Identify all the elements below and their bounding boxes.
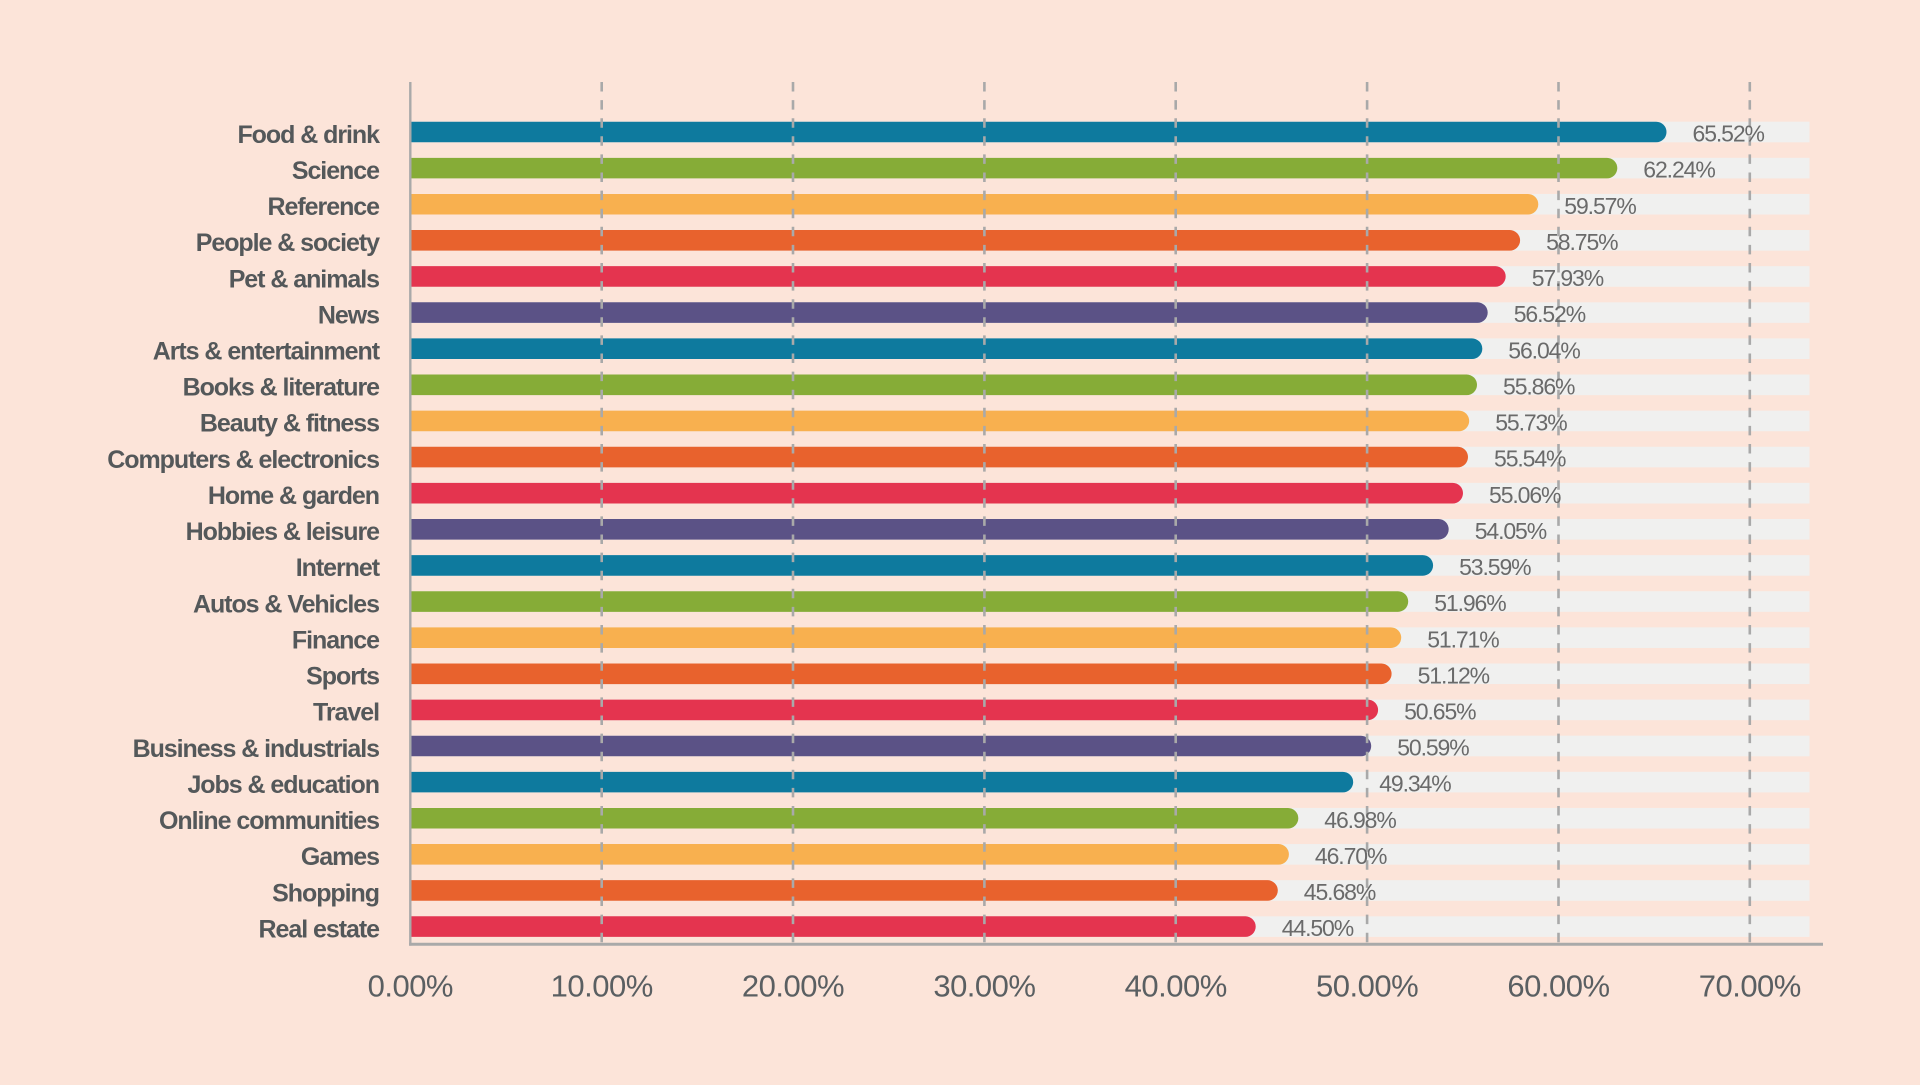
svg-text:Pet & animals: Pet & animals xyxy=(229,265,379,293)
svg-text:Online communities: Online communities xyxy=(159,807,379,835)
svg-text:46.70%: 46.70% xyxy=(1315,843,1387,869)
svg-text:People & society: People & society xyxy=(196,229,380,257)
svg-text:30.00%: 30.00% xyxy=(933,968,1035,1003)
svg-text:Arts & entertainment: Arts & entertainment xyxy=(153,338,381,366)
svg-text:Sports: Sports xyxy=(306,663,379,691)
svg-text:Business & industrials: Business & industrials xyxy=(133,735,380,763)
svg-text:55.73%: 55.73% xyxy=(1495,410,1567,436)
svg-text:51.71%: 51.71% xyxy=(1427,626,1499,652)
svg-text:News: News xyxy=(318,301,379,329)
svg-text:58.75%: 58.75% xyxy=(1546,229,1618,255)
svg-text:50.59%: 50.59% xyxy=(1397,735,1469,761)
svg-text:50.00%: 50.00% xyxy=(1316,968,1418,1003)
svg-text:56.52%: 56.52% xyxy=(1514,301,1586,327)
svg-text:Computers & electronics: Computers & electronics xyxy=(107,446,379,474)
svg-text:Shopping: Shopping xyxy=(272,879,379,907)
svg-text:Home & garden: Home & garden xyxy=(208,482,379,510)
svg-text:53.59%: 53.59% xyxy=(1459,554,1531,580)
svg-text:Internet: Internet xyxy=(296,554,381,582)
svg-text:51.96%: 51.96% xyxy=(1434,590,1506,616)
svg-text:45.68%: 45.68% xyxy=(1304,879,1376,905)
svg-text:Real estate: Real estate xyxy=(259,915,381,943)
svg-text:51.12%: 51.12% xyxy=(1418,662,1490,688)
svg-text:Reference: Reference xyxy=(268,193,381,221)
svg-text:59.57%: 59.57% xyxy=(1564,193,1636,219)
svg-text:50.65%: 50.65% xyxy=(1404,698,1476,724)
svg-text:Jobs & education: Jobs & education xyxy=(187,771,379,799)
svg-text:55.06%: 55.06% xyxy=(1489,482,1561,508)
svg-text:Finance: Finance xyxy=(292,626,380,654)
svg-text:57.93%: 57.93% xyxy=(1532,265,1604,291)
svg-text:Travel: Travel xyxy=(313,699,379,727)
svg-text:Beauty & fitness: Beauty & fitness xyxy=(200,410,379,438)
svg-text:Autos & Vehicles: Autos & Vehicles xyxy=(193,590,379,618)
svg-text:44.50%: 44.50% xyxy=(1282,915,1354,941)
svg-text:70.00%: 70.00% xyxy=(1699,968,1801,1003)
svg-text:55.54%: 55.54% xyxy=(1494,446,1566,472)
svg-text:Food & drink: Food & drink xyxy=(237,121,380,149)
svg-text:Hobbies & leisure: Hobbies & leisure xyxy=(186,518,380,546)
svg-text:Books & literature: Books & literature xyxy=(183,374,381,402)
svg-text:56.04%: 56.04% xyxy=(1508,337,1580,363)
svg-text:Games: Games xyxy=(301,843,379,871)
svg-text:54.05%: 54.05% xyxy=(1475,518,1547,544)
svg-text:20.00%: 20.00% xyxy=(742,968,844,1003)
svg-text:49.34%: 49.34% xyxy=(1379,771,1451,797)
svg-text:46.98%: 46.98% xyxy=(1324,807,1396,833)
svg-text:60.00%: 60.00% xyxy=(1507,968,1609,1003)
svg-text:55.86%: 55.86% xyxy=(1503,373,1575,399)
svg-text:10.00%: 10.00% xyxy=(551,968,653,1003)
svg-text:65.52%: 65.52% xyxy=(1693,121,1765,147)
svg-text:Science: Science xyxy=(292,157,380,185)
svg-text:0.00%: 0.00% xyxy=(368,968,453,1003)
svg-text:62.24%: 62.24% xyxy=(1643,157,1715,183)
svg-text:40.00%: 40.00% xyxy=(1125,968,1227,1003)
